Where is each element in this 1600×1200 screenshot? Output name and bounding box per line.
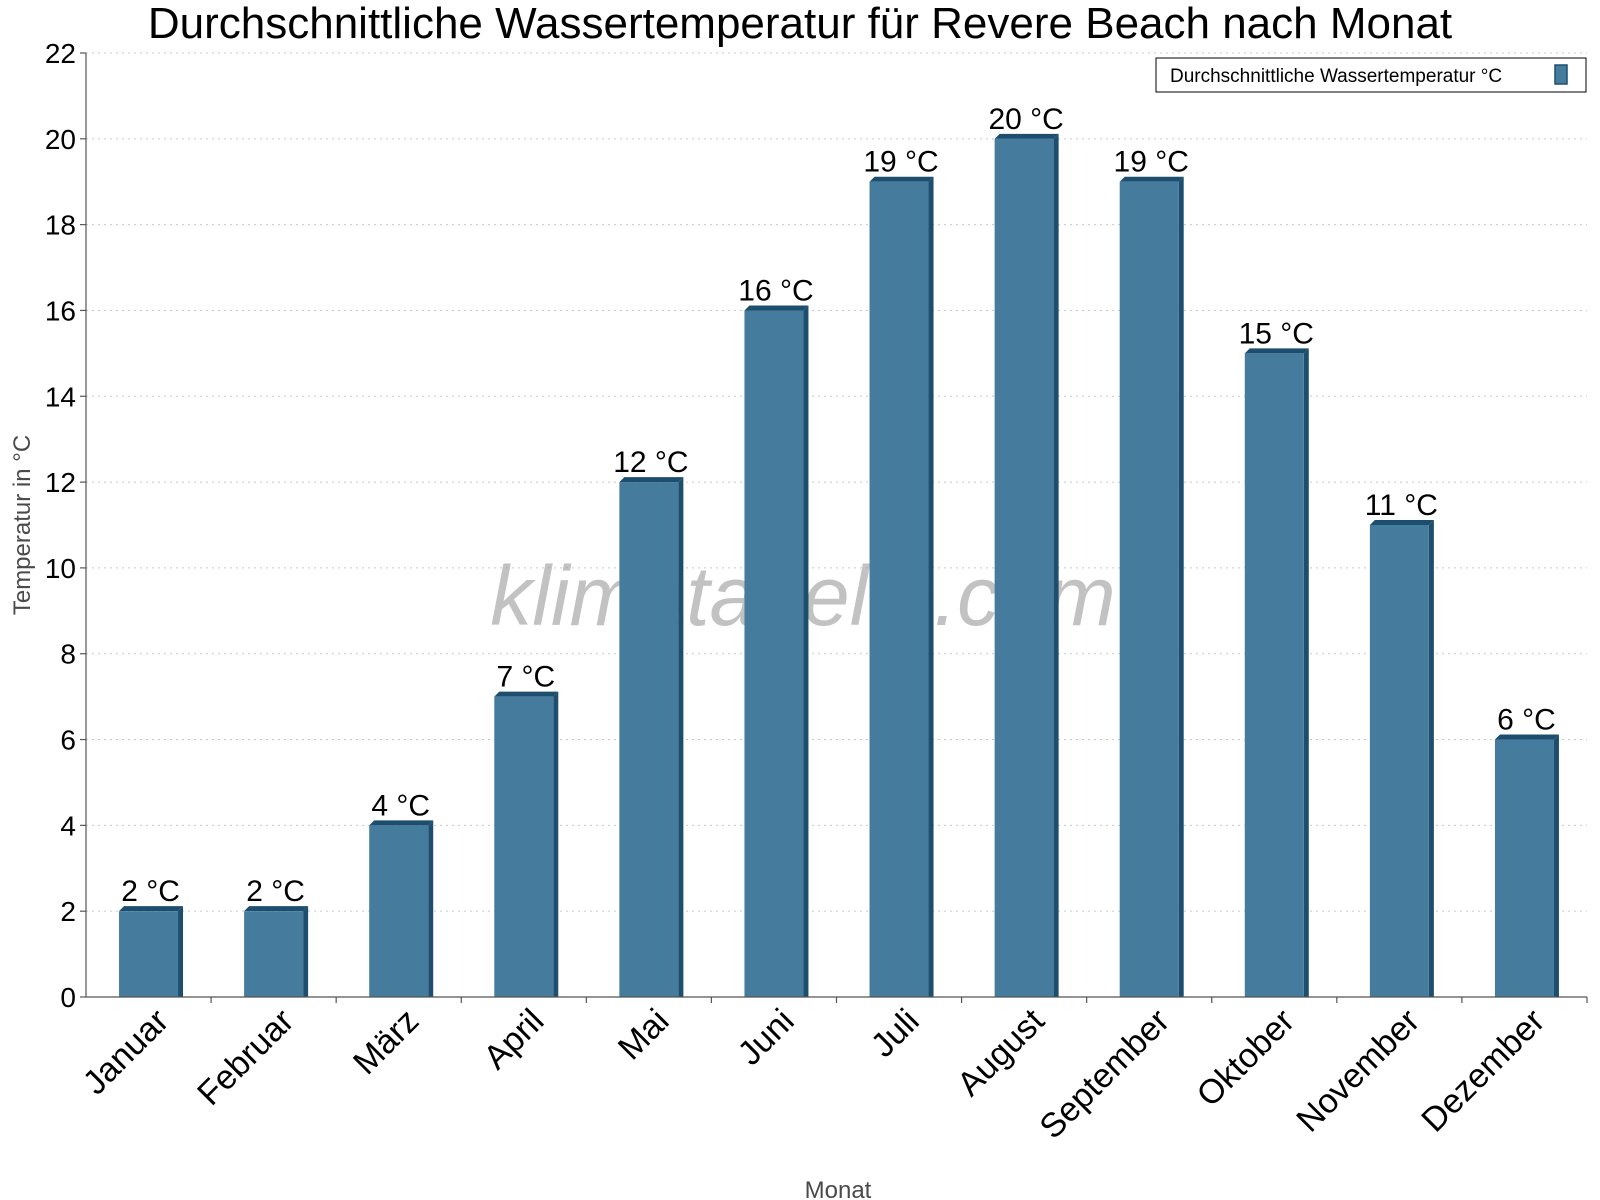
legend-box [1155, 57, 1587, 93]
y-tick-label: 4 [60, 810, 76, 841]
bar-side [553, 691, 559, 997]
bar-top [1244, 348, 1309, 354]
x-tick-label: September [1032, 1002, 1176, 1146]
y-tick-label: 16 [45, 295, 76, 326]
data-label: 11 °C [1365, 489, 1438, 522]
bar-face [244, 911, 304, 997]
bar [869, 176, 934, 997]
y-tick-label: 10 [45, 553, 76, 584]
data-label: 20 °C [988, 103, 1063, 136]
bar-face [1369, 525, 1429, 997]
data-label: 6 °C [1497, 704, 1556, 737]
bar [494, 691, 559, 997]
chart-title: Durchschnittliche Wassertemperatur für R… [148, 0, 1452, 48]
bar-top [119, 906, 184, 912]
data-labels: 2 °C 2 °C 4 °C 7 °C 12 °C 16 °C 19 °C 20 °C 19 °… [121, 103, 1556, 908]
bar-side [1553, 734, 1559, 997]
data-label: 2 °C [121, 875, 180, 908]
x-tick-label: August [950, 1001, 1052, 1103]
data-label: 15 °C [1239, 317, 1314, 350]
x-axis-label: Monat [805, 1177, 872, 1200]
y-tick-label: 12 [45, 467, 76, 498]
bar-face [744, 310, 804, 997]
bar-side [178, 906, 184, 997]
bar-top [1494, 734, 1559, 740]
bar-face [994, 138, 1054, 997]
bar-top [994, 133, 1059, 139]
bar-top [619, 477, 684, 483]
x-tick-label: Mai [611, 1002, 677, 1068]
y-tick-label: 0 [60, 982, 76, 1013]
bar [1119, 176, 1184, 997]
bar-face [494, 696, 554, 997]
x-tick-label: Juli [864, 1002, 927, 1065]
bar [1494, 734, 1559, 997]
bar-side [678, 477, 684, 997]
x-tick-label: Februar [190, 1002, 301, 1113]
bar [1369, 520, 1434, 997]
y-tick-label: 18 [45, 210, 76, 241]
legend: Durchschnittliche Wassertemperatur °C [1155, 57, 1587, 93]
y-tick-label: 14 [45, 381, 76, 412]
bar-side [1178, 176, 1184, 997]
bar-top [1119, 176, 1184, 182]
y-axis: 0 2 4 6 8 10 12 14 16 18 20 22 [45, 38, 87, 1013]
y-tick-label: 20 [45, 124, 76, 155]
data-label: 4 °C [371, 789, 430, 822]
bar-side [428, 820, 434, 997]
bar-side [1303, 348, 1309, 997]
bar-top [1369, 520, 1434, 525]
grid [86, 52, 1587, 912]
x-tick-label: Juni [731, 1002, 802, 1073]
x-tick-label: Oktober [1190, 1002, 1302, 1114]
bar-side [803, 305, 809, 997]
bar-face [869, 181, 929, 997]
bar-face [1244, 353, 1304, 997]
x-tick-label: November [1289, 1002, 1427, 1140]
bar-face [369, 825, 429, 997]
y-tick-label: 22 [45, 38, 76, 69]
x-axis: Januar Februar März April Mai Juni Juli AugustS… [76, 996, 1588, 1146]
bars [119, 133, 1559, 997]
bar-top [244, 906, 309, 912]
legend-swatch [1554, 64, 1568, 85]
bar-top [744, 305, 809, 311]
x-tick-label: April [476, 1002, 551, 1077]
data-label: 12 °C [613, 446, 688, 479]
bar [119, 906, 184, 997]
bar-side [928, 176, 934, 997]
bar-side [1053, 133, 1059, 997]
data-label: 16 °C [738, 274, 813, 307]
bar-top [494, 691, 559, 697]
y-tick-label: 2 [60, 896, 76, 927]
data-label: 19 °C [863, 146, 938, 179]
x-tick-label: März [346, 1002, 426, 1082]
bar [744, 305, 809, 997]
data-label: 7 °C [496, 661, 555, 694]
bar [1244, 348, 1309, 997]
y-tick-label: 6 [60, 725, 76, 756]
bar [244, 906, 309, 997]
bar-side [1428, 520, 1434, 997]
bar-face [619, 482, 679, 997]
bar [369, 820, 434, 997]
bar-side [303, 906, 309, 997]
x-tick-label: Januar [76, 1002, 176, 1102]
x-tick-label: Dezember [1414, 1002, 1552, 1140]
y-tick-label: 8 [60, 639, 76, 670]
bar [994, 133, 1059, 997]
bar [619, 477, 684, 997]
bar-face [119, 911, 179, 997]
bar-face [1494, 739, 1554, 997]
data-label: 2 °C [246, 875, 305, 908]
legend-label: Durchschnittliche Wassertemperatur °C [1170, 66, 1502, 87]
y-axis-label: Temperatur in °C [9, 435, 36, 615]
bar-face [1119, 181, 1179, 997]
bar-top [369, 820, 434, 826]
bar-top [869, 176, 934, 182]
data-label: 19 °C [1114, 146, 1189, 179]
